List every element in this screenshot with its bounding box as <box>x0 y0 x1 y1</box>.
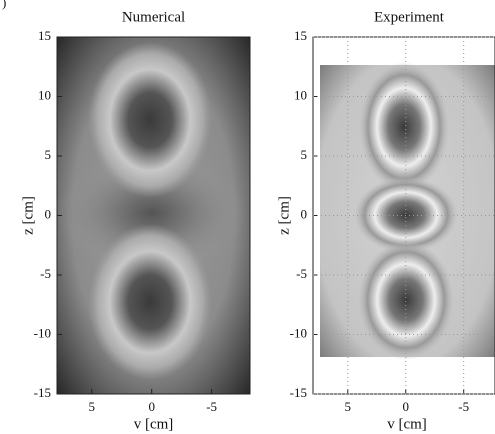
x-tick-label: -5 <box>206 399 217 414</box>
y-tick-label: 5 <box>45 147 52 162</box>
chart-title: Numerical <box>122 9 185 25</box>
chart-title: Experiment <box>374 9 445 25</box>
y-tick-label: -10 <box>34 325 51 340</box>
y-tick-label: 15 <box>294 28 307 43</box>
y-axis-label: z [cm] <box>20 196 36 235</box>
y-tick-label: 10 <box>294 87 307 102</box>
y-tick-label: -5 <box>40 266 51 281</box>
y-tick-label: 10 <box>38 87 51 102</box>
x-tick-label: 0 <box>402 399 409 414</box>
y-tick-label: 5 <box>301 147 308 162</box>
y-tick-label: 15 <box>38 28 51 43</box>
y-tick-label: -10 <box>290 325 307 340</box>
x-tick-label: -5 <box>458 399 469 414</box>
experiment-image <box>320 62 495 360</box>
x-tick-label: 5 <box>89 399 96 414</box>
y-tick-label: 0 <box>45 206 52 221</box>
y-tick-label: -15 <box>290 385 307 400</box>
y-axis-label: z [cm] <box>276 196 292 235</box>
y-tick-label: -5 <box>296 266 307 281</box>
y-tick-label: 0 <box>301 206 308 221</box>
x-axis-label: v [cm] <box>387 416 427 432</box>
x-tick-label: 0 <box>148 399 155 414</box>
y-tick-label: -15 <box>34 385 51 400</box>
numerical-image <box>57 37 250 394</box>
panel-label: ) <box>2 0 6 10</box>
x-tick-label: 5 <box>345 399 352 414</box>
x-axis-label: v [cm] <box>134 416 174 432</box>
